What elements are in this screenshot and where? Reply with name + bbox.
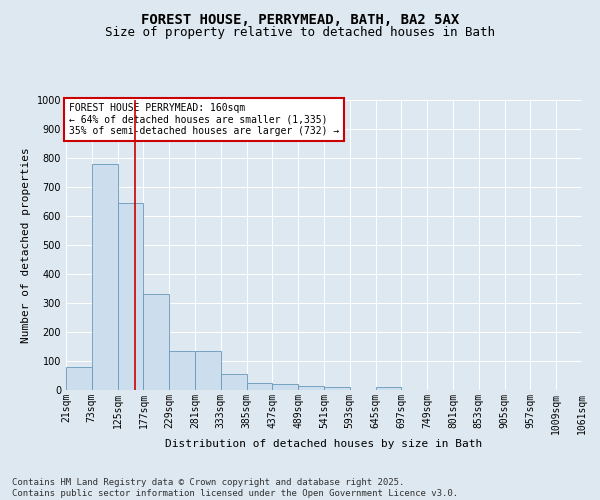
- Text: Size of property relative to detached houses in Bath: Size of property relative to detached ho…: [105, 26, 495, 39]
- Text: FOREST HOUSE, PERRYMEAD, BATH, BA2 5AX: FOREST HOUSE, PERRYMEAD, BATH, BA2 5AX: [141, 12, 459, 26]
- Bar: [324, 387, 350, 390]
- Bar: [66, 367, 92, 390]
- Text: Contains HM Land Registry data © Crown copyright and database right 2025.
Contai: Contains HM Land Registry data © Crown c…: [12, 478, 458, 498]
- Bar: [272, 384, 298, 390]
- X-axis label: Distribution of detached houses by size in Bath: Distribution of detached houses by size …: [166, 440, 482, 450]
- Bar: [118, 203, 143, 390]
- Bar: [376, 387, 401, 390]
- Bar: [169, 351, 195, 390]
- Bar: [247, 383, 272, 390]
- Y-axis label: Number of detached properties: Number of detached properties: [21, 147, 31, 343]
- Bar: [92, 164, 118, 390]
- Bar: [143, 294, 169, 390]
- Bar: [221, 374, 247, 390]
- Bar: [298, 386, 324, 390]
- Text: FOREST HOUSE PERRYMEAD: 160sqm
← 64% of detached houses are smaller (1,335)
35% : FOREST HOUSE PERRYMEAD: 160sqm ← 64% of …: [68, 103, 339, 136]
- Bar: [195, 351, 221, 390]
